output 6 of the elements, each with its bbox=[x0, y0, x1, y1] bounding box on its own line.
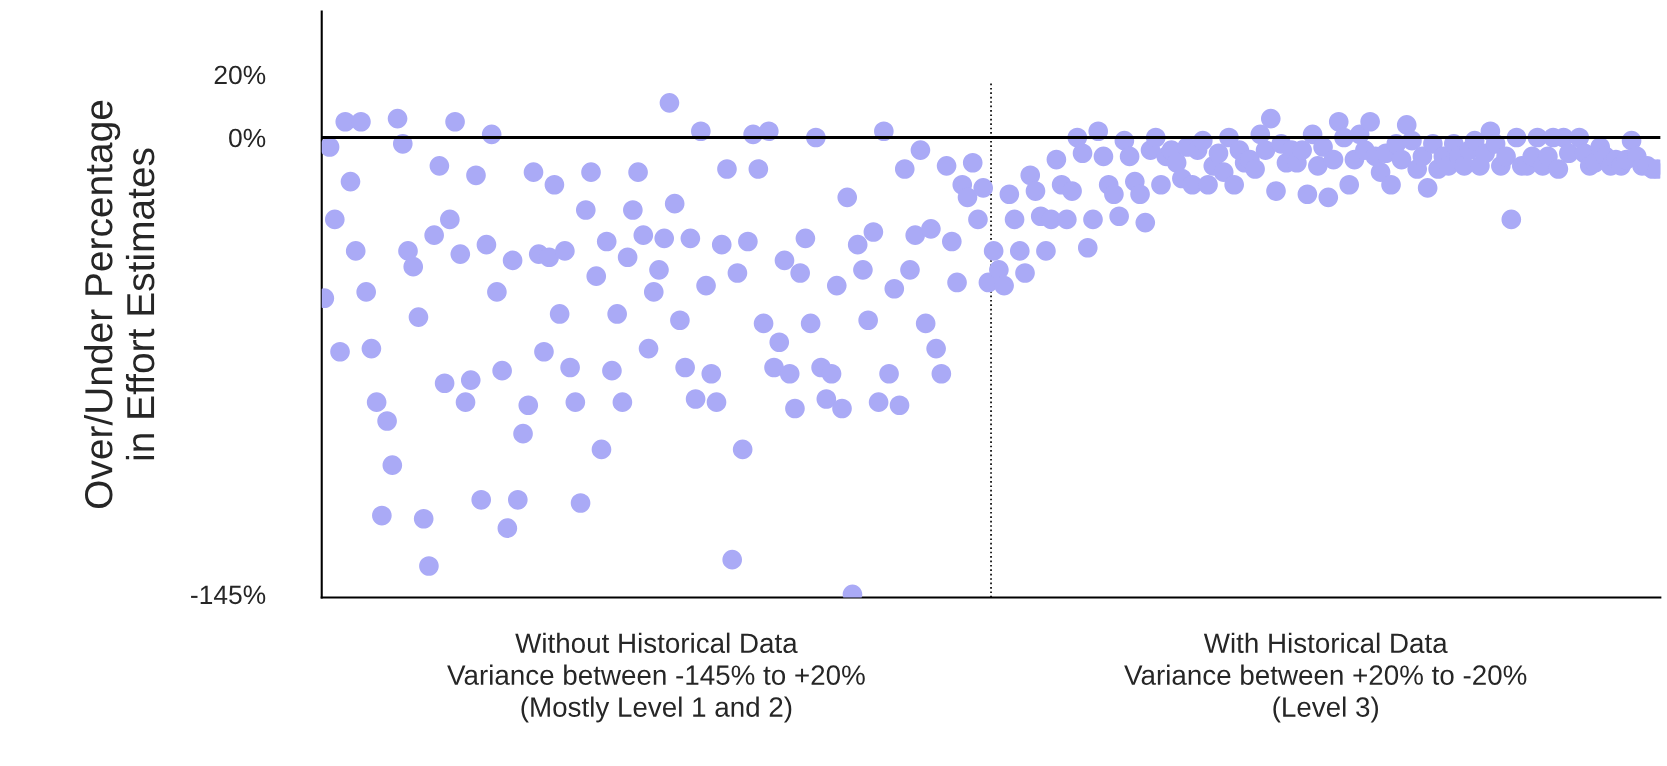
y-tick-label: 20% bbox=[214, 65, 266, 85]
y-axis-title: Over/Under Percentage in Effort Estimates bbox=[83, 100, 155, 508]
text: Without Historical Data Variance between -145% to +20% (Mostly Level 1 and 2) bbox=[447, 632, 865, 723]
y-tick-label: 0% bbox=[229, 128, 266, 148]
text: With Historical Data Variance between +20% to -20% (Level 3) bbox=[1124, 632, 1527, 723]
y-tick-label: -145% bbox=[191, 585, 266, 605]
